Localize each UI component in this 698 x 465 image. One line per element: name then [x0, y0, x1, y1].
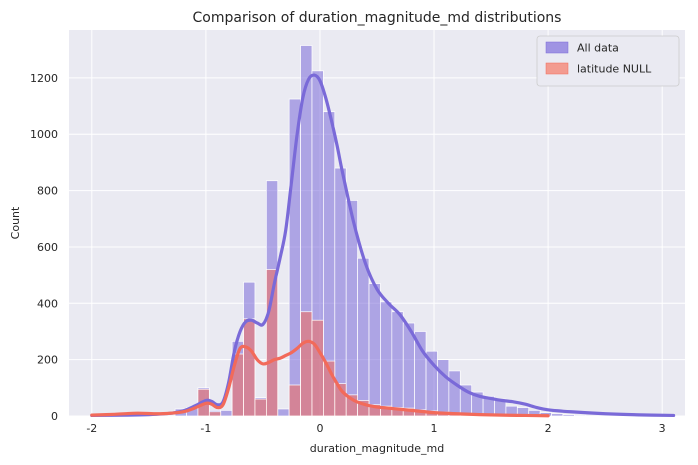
legend-label-latitude-null: latitude NULL	[577, 63, 652, 76]
bar-all-data	[551, 413, 564, 417]
bar-all-data	[414, 331, 427, 417]
bar-all-data	[391, 311, 404, 417]
kde-curves	[90, 73, 676, 418]
legend-label-all-data: All data	[577, 42, 619, 55]
x-axis-label: duration_magnitude_md	[310, 442, 445, 455]
y-tick-label: 200	[37, 354, 58, 367]
legend-swatch-all-data	[545, 41, 569, 54]
bar-all-data	[357, 257, 370, 417]
x-tick-label: 1	[431, 422, 438, 435]
x-tick-label: -1	[200, 422, 211, 435]
x-tick-label: 0	[316, 422, 323, 435]
y-axis-label: Count	[9, 206, 22, 239]
y-tick-labels: 0 200 400 600 800 1000 1200	[30, 72, 58, 423]
y-tick-label: 400	[37, 297, 58, 310]
bar-all-data	[437, 359, 450, 417]
bar-all-data	[380, 301, 393, 417]
bar-all-data	[334, 167, 347, 417]
kde-line-latitude-null	[90, 339, 550, 418]
x-tick-label: 2	[545, 422, 552, 435]
y-tick-label: 1000	[30, 128, 58, 141]
legend: All data latitude NULL	[536, 35, 680, 87]
x-tick-label: -2	[86, 422, 97, 435]
bar-latitude-null	[265, 269, 279, 417]
bar-latitude-null	[300, 311, 313, 417]
y-tick-label: 600	[37, 241, 58, 254]
chart-title: Comparison of duration_magnitude_md dist…	[193, 10, 562, 26]
bar-all-data	[277, 408, 290, 417]
y-tick-label: 0	[51, 410, 58, 423]
bar-all-data	[562, 414, 575, 417]
bar-all-data	[448, 370, 461, 417]
x-tick-labels: -2 -1 0 1 2 3	[86, 422, 665, 435]
legend-swatch-latitude-null	[545, 62, 569, 75]
kde-line-all-data	[90, 73, 676, 418]
bar-latitude-null	[254, 398, 267, 417]
x-tick-label: 3	[659, 422, 666, 435]
bar-latitude-null	[288, 384, 301, 417]
bar-latitude-null	[208, 411, 222, 417]
bar-latitude-null	[243, 318, 256, 417]
y-tick-label: 1200	[30, 72, 58, 85]
bar-all-data	[368, 283, 381, 417]
y-tick-label: 800	[37, 185, 58, 198]
legend-box	[536, 35, 680, 87]
bar-latitude-null	[311, 319, 324, 417]
bar-all-data	[573, 414, 587, 417]
bar-all-data	[220, 410, 233, 417]
